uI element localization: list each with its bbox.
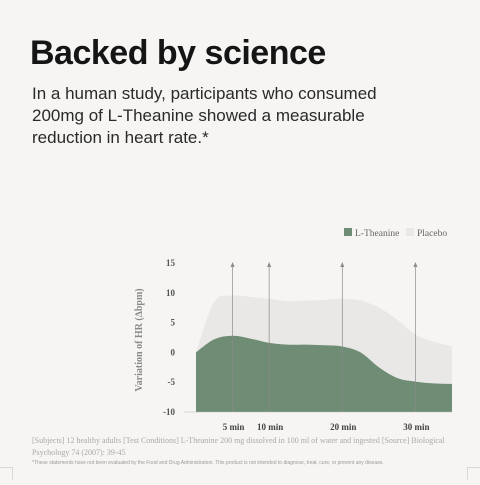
y-tick-label: 0: [171, 347, 176, 357]
y-tick-label: 10: [166, 288, 176, 298]
time-marker-arrow: [230, 262, 235, 267]
y-axis-title: Variation of HR (∆bpm): [134, 288, 145, 391]
legend-label: Placebo: [417, 229, 447, 239]
legend-swatch: [406, 228, 414, 236]
series-area-l-theanine: [196, 335, 452, 412]
corner-mark-bottom-right: [467, 467, 480, 480]
legend-swatch: [344, 228, 352, 236]
x-tick-label: 30 min: [403, 422, 429, 432]
x-tick-label: 5 min: [223, 422, 245, 432]
x-tick-label: 20 min: [330, 422, 356, 432]
time-marker-arrow: [340, 262, 345, 267]
disclaimer: *These statements have not been evaluate…: [32, 460, 384, 466]
source-note: [Subjects] 12 healthy adults [Test Condi…: [32, 436, 445, 457]
subheadline: In a human study, participants who consu…: [32, 84, 377, 147]
x-tick-label: 10 min: [257, 422, 283, 432]
y-tick-label: 5: [171, 318, 176, 328]
time-marker-arrow: [413, 262, 418, 267]
time-marker-arrow: [267, 262, 272, 267]
y-tick-label: 15: [166, 258, 176, 268]
headline: Backed by science: [30, 34, 326, 72]
y-tick-label: -10: [163, 407, 175, 417]
y-tick-label: -5: [168, 377, 176, 387]
legend-label: L-Theanine: [355, 229, 399, 239]
corner-mark-bottom-left: [0, 467, 13, 480]
